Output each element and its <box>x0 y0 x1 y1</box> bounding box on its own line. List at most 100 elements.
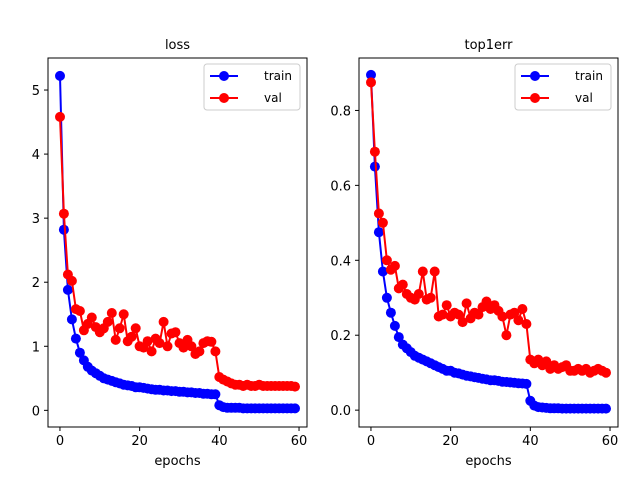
x-tick-label: 60 <box>291 434 308 449</box>
legend-train-label-loss: train <box>264 69 292 83</box>
data-point-val <box>162 341 173 352</box>
data-point-val <box>397 279 408 290</box>
data-point-val <box>601 367 611 378</box>
x-tick-label: 20 <box>131 434 148 449</box>
data-point-train <box>373 227 384 238</box>
x-axis-label-top1err: epochs <box>465 454 512 469</box>
x-tick-label: 40 <box>522 434 539 449</box>
data-point-val <box>457 317 468 328</box>
data-point-train <box>377 266 388 277</box>
x-tick-label: 20 <box>442 434 459 449</box>
data-point-val <box>417 266 428 277</box>
data-point-val <box>377 217 388 228</box>
data-point-val <box>106 308 117 318</box>
y-tick-label: 0.2 <box>330 329 351 344</box>
legend-train-marker-loss <box>219 71 229 81</box>
data-point-val <box>86 312 97 323</box>
data-point-train <box>381 292 392 303</box>
data-point-val <box>178 342 189 353</box>
data-point-val <box>541 356 552 367</box>
y-tick-label: 0.4 <box>330 254 351 269</box>
legend-loss: train val <box>203 63 301 111</box>
data-point-val <box>58 208 69 219</box>
data-point-val <box>126 331 137 342</box>
data-point-train <box>66 314 77 325</box>
y-tick-label: 1 <box>32 340 40 355</box>
legend-val-label-loss: val <box>264 91 282 105</box>
x-tick-label: 40 <box>211 434 228 449</box>
data-point-val <box>441 300 452 311</box>
data-point-train <box>55 70 65 81</box>
data-point-val <box>102 316 113 327</box>
data-point-train <box>389 320 400 331</box>
data-point-val <box>158 316 169 327</box>
data-point-val <box>55 111 65 122</box>
data-point-train <box>74 347 85 358</box>
data-point-val <box>110 334 121 345</box>
data-point-val <box>170 327 181 338</box>
data-point-val <box>473 309 484 320</box>
legend-val-label-top1err: val <box>575 91 593 105</box>
data-point-val <box>130 323 141 334</box>
y-tick-label: 3 <box>32 212 40 227</box>
series-top1err <box>366 69 611 414</box>
x-tick-label: 0 <box>56 434 64 449</box>
data-point-val <box>461 298 472 309</box>
data-point-val <box>154 338 165 349</box>
data-point-val <box>206 336 217 347</box>
data-point-val <box>521 319 532 329</box>
data-point-val <box>413 289 424 299</box>
y-tick-label: 0.8 <box>330 104 351 119</box>
legend-train-label-top1err: train <box>575 69 603 83</box>
data-point-val <box>194 346 205 357</box>
legend-train-marker-top1err <box>530 71 540 81</box>
data-point-val <box>425 292 436 303</box>
data-point-val <box>369 146 380 157</box>
chart-title-top1err: top1err <box>464 38 513 53</box>
legend-val-marker-loss <box>219 93 229 103</box>
data-point-train <box>210 389 221 400</box>
data-point-val <box>513 315 524 326</box>
ticks-top1err: 0 20 40 60 0.0 0.2 0.4 0.6 0.8 <box>330 104 618 449</box>
data-point-val <box>497 311 508 322</box>
data-point-train <box>58 224 69 235</box>
legend-val-marker-top1err <box>530 93 540 103</box>
data-point-val <box>146 346 157 357</box>
data-point-val <box>389 260 400 271</box>
data-point-train <box>385 307 396 318</box>
x-tick-label: 0 <box>367 434 375 449</box>
chart-loss: loss epochs 0 20 40 60 0 1 2 3 4 5 train val <box>32 38 308 469</box>
data-point-val <box>381 255 392 266</box>
y-tick-label: 0.0 <box>330 404 351 419</box>
data-point-val <box>501 330 512 341</box>
data-point-val <box>186 341 197 352</box>
data-point-val <box>366 77 376 88</box>
chart-top1err: top1err epochs 0 20 40 60 0.0 0.2 0.4 0.6 0.8 tr… <box>330 38 619 469</box>
series-loss <box>55 70 300 414</box>
data-point-val <box>373 208 384 219</box>
data-point-val <box>481 296 492 307</box>
data-point-val <box>210 346 221 357</box>
data-point-val <box>118 309 129 320</box>
data-point-val <box>509 307 520 318</box>
data-point-val <box>114 323 125 334</box>
legend-top1err: train val <box>514 63 612 111</box>
data-point-val <box>74 306 85 316</box>
ticks-loss: 0 20 40 60 0 1 2 3 4 5 <box>32 84 308 449</box>
y-tick-label: 5 <box>32 84 40 99</box>
data-point-train <box>62 284 73 295</box>
y-tick-label: 2 <box>32 276 40 291</box>
y-tick-label: 0.6 <box>330 179 351 194</box>
data-point-val <box>429 266 440 277</box>
x-tick-label: 60 <box>602 434 619 449</box>
x-axis-label-loss: epochs <box>154 454 201 469</box>
data-point-val <box>517 304 528 314</box>
data-point-val <box>437 309 448 320</box>
data-point-train <box>521 378 532 389</box>
data-point-train <box>601 403 611 414</box>
data-point-val <box>66 275 77 286</box>
y-tick-label: 0 <box>32 404 40 419</box>
y-tick-label: 4 <box>32 148 40 163</box>
data-point-val <box>142 336 153 347</box>
